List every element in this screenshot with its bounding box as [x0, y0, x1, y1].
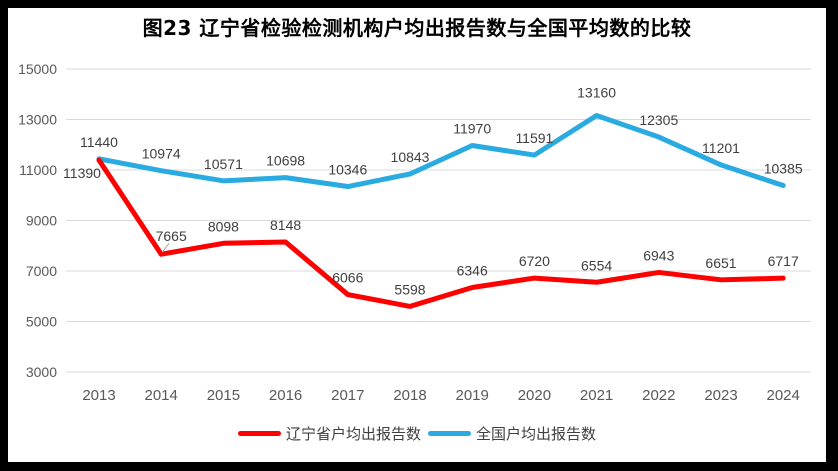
data-label: 10385 — [764, 161, 803, 177]
y-axis-label: 5000 — [26, 314, 57, 330]
data-label: 6717 — [768, 253, 799, 269]
data-label: 6720 — [519, 253, 550, 269]
chart-title: 图23 辽宁省检验检测机构户均出报告数与全国平均数的比较 — [142, 16, 692, 40]
x-axis-label: 2015 — [207, 387, 240, 404]
data-label: 8148 — [270, 217, 301, 233]
data-label: 6554 — [581, 257, 612, 273]
legend-label-national: 全国户均出报告数 — [476, 425, 597, 443]
legend-item-liaoning: 辽宁省户均出报告数 — [237, 423, 421, 444]
y-axis-label: 9000 — [26, 213, 57, 229]
y-axis-label: 15000 — [18, 61, 57, 77]
data-label: 10571 — [204, 156, 243, 172]
data-label: 6346 — [457, 263, 488, 279]
y-axis-label: 13000 — [18, 112, 57, 128]
x-axis-label: 2024 — [767, 387, 800, 404]
data-label: 5598 — [394, 281, 425, 297]
data-label: 6066 — [332, 270, 363, 286]
series-line-1 — [96, 112, 786, 190]
x-axis-label: 2014 — [145, 387, 178, 404]
x-axis-label: 2013 — [82, 387, 115, 404]
data-label: 10974 — [142, 146, 181, 162]
series-line-0 — [96, 157, 786, 309]
data-label: 10843 — [391, 149, 430, 165]
data-label: 10698 — [266, 153, 305, 169]
data-label: 11591 — [515, 130, 553, 146]
legend-label-liaoning: 辽宁省户均出报告数 — [285, 425, 421, 443]
x-axis-label: 2018 — [393, 387, 426, 404]
x-axis-label: 2017 — [331, 387, 364, 404]
y-axis-label: 7000 — [26, 263, 57, 279]
data-label: 11970 — [453, 121, 491, 137]
chart-legend: 辽宁省户均出报告数 全国户均出报告数 — [8, 423, 826, 444]
x-axis-label: 2019 — [456, 387, 489, 404]
data-label: 6943 — [643, 247, 674, 263]
data-label: 11201 — [702, 140, 740, 156]
data-label: 11440 — [80, 134, 118, 150]
data-label: 7665 — [156, 228, 187, 244]
x-axis-label: 2020 — [518, 387, 551, 404]
x-axis-label: 2021 — [580, 387, 613, 404]
legend-swatch-liaoning-icon — [237, 431, 281, 436]
line-chart: 3000 5000 7000 9000 11000 13000 15000 2013 2014 2… — [18, 61, 811, 404]
x-axis-label: 2023 — [704, 387, 737, 404]
x-axis-label: 2016 — [269, 387, 302, 404]
data-label: 11390 — [63, 165, 101, 181]
data-label: 13160 — [577, 84, 616, 100]
legend-item-national: 全国户均出报告数 — [428, 423, 596, 444]
x-axis-label: 2022 — [642, 387, 675, 404]
data-label: 10346 — [328, 162, 367, 178]
data-label: 8098 — [208, 218, 239, 234]
legend-swatch-national-icon — [428, 431, 471, 436]
y-axis-label: 3000 — [26, 364, 57, 380]
y-axis-label: 11000 — [19, 162, 57, 178]
data-label: 6651 — [705, 255, 736, 271]
data-label: 12305 — [639, 112, 678, 128]
label-leader-line — [161, 242, 170, 253]
